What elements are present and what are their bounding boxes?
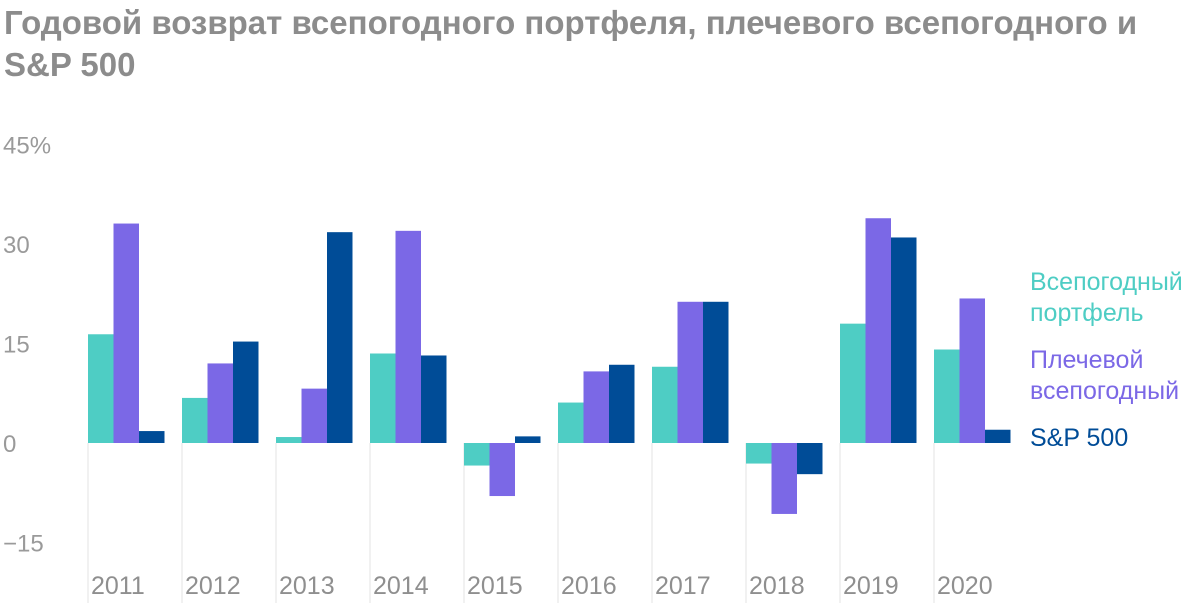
- bar-2016-series-1: [558, 402, 584, 443]
- bar-2016-series-2: [583, 371, 609, 443]
- legend-label-series-1: портфель: [1030, 299, 1144, 327]
- bar-2012-series-3: [233, 341, 259, 443]
- bar-2019-series-2: [865, 218, 891, 443]
- legend: Всепогодный портфель Плечевой всепогодный S&…: [1030, 268, 1183, 452]
- bar-2013-series-2: [301, 388, 327, 443]
- y-tick-label: 30: [3, 232, 30, 259]
- bar-2018-series-2: [771, 443, 797, 514]
- x-tick-label: 2011: [91, 572, 145, 600]
- legend-label-series-2: всепогодный: [1030, 377, 1179, 405]
- bar-2017-series-3: [703, 301, 729, 443]
- x-tick-label: 2019: [843, 572, 899, 600]
- bar-2011-series-1: [88, 334, 114, 443]
- x-tick-label: 2018: [749, 572, 805, 600]
- bar-2015-series-1: [464, 443, 490, 466]
- bar-2012-series-1: [182, 397, 208, 443]
- legend-label-series-1: Всепогодный: [1030, 268, 1183, 296]
- bar-2019-series-3: [891, 237, 917, 443]
- bar-2016-series-3: [609, 364, 635, 443]
- y-tick-label: 15: [3, 332, 30, 359]
- legend-label-series-2: Плечевой: [1030, 346, 1143, 374]
- x-tick-label: 2017: [655, 572, 711, 600]
- bar-2014-series-1: [370, 353, 396, 443]
- bar-2015-series-3: [515, 436, 541, 443]
- bar-2011-series-2: [113, 223, 139, 443]
- bar-2017-series-2: [677, 301, 703, 443]
- y-axis-ticks: 45% 30 15 0 −15: [3, 133, 51, 558]
- bar-2013-series-1: [276, 437, 302, 443]
- chart-title: Годовой возврат всепогодного портфеля, п…: [4, 4, 1138, 83]
- y-tick-label: 0: [3, 431, 16, 458]
- bar-2015-series-2: [489, 443, 515, 497]
- category-separators: [87, 443, 935, 603]
- x-axis-labels: 2011 2012 2013 2014 2015 2016 2017 2018 2019 2020: [91, 572, 993, 600]
- bar-2017-series-1: [652, 366, 678, 443]
- bar-2012-series-2: [207, 363, 233, 443]
- legend-label-series-3: S&P 500: [1030, 424, 1128, 452]
- bar-2013-series-3: [327, 232, 353, 443]
- x-tick-label: 2014: [373, 572, 429, 600]
- bar-2014-series-2: [395, 230, 421, 443]
- bar-2018-series-3: [797, 443, 823, 475]
- bar-2020-series-3: [985, 429, 1011, 443]
- bar-2018-series-1: [746, 443, 772, 464]
- bar-2020-series-2: [959, 298, 985, 443]
- y-tick-label: −15: [3, 530, 44, 557]
- x-tick-label: 2020: [937, 572, 993, 600]
- x-tick-label: 2013: [279, 572, 335, 600]
- bars: [88, 218, 1011, 514]
- bar-2019-series-1: [840, 323, 866, 443]
- bar-2014-series-3: [421, 355, 447, 443]
- bar-2020-series-1: [934, 349, 960, 443]
- bar-2011-series-3: [139, 431, 165, 443]
- x-tick-label: 2016: [561, 572, 617, 600]
- x-tick-label: 2012: [185, 572, 241, 600]
- x-tick-label: 2015: [467, 572, 523, 600]
- y-tick-label: 45%: [3, 133, 51, 160]
